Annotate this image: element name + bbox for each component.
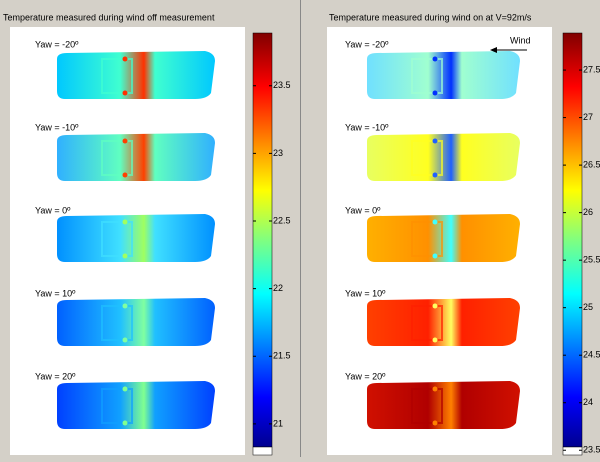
car-spot — [123, 91, 128, 96]
car-thermal-image — [367, 298, 520, 346]
car-spot — [123, 387, 128, 392]
yaw-label: Yaw = 0º — [345, 205, 381, 215]
yaw-label: Yaw = 10º — [35, 288, 76, 298]
colorbar-tick-label: 27 — [583, 112, 593, 122]
car-spot — [433, 173, 438, 178]
colorbar-tick-label: 24 — [583, 397, 593, 407]
annotation: Wind — [510, 35, 531, 45]
yaw-label: Yaw = -10º — [345, 122, 389, 132]
colorbar-tick-label: 22 — [273, 283, 283, 293]
colorbar — [563, 33, 582, 447]
colorbar-end — [563, 447, 582, 455]
colorbar-tick-label: 22.5 — [273, 215, 291, 225]
car-spot — [433, 139, 438, 144]
car-spot — [433, 254, 438, 259]
car-spot — [433, 304, 438, 309]
yaw-label: Yaw = 10º — [345, 288, 386, 298]
car-thermal-image — [57, 51, 215, 99]
car-thermal-image — [367, 381, 520, 429]
car-spot — [123, 57, 128, 62]
yaw-label: Yaw = -20º — [35, 39, 79, 49]
car-spot — [433, 91, 438, 96]
car-spot — [433, 338, 438, 343]
colorbar-tick-label: 27.5 — [583, 64, 600, 74]
colorbar-tick-label: 21.5 — [273, 351, 291, 361]
yaw-label: Yaw = -20º — [345, 39, 389, 49]
figure: Temperature measured during wind off mea… — [0, 0, 600, 457]
car-thermal-image — [367, 214, 520, 262]
panel-title: Temperature measured during wind on at V… — [329, 12, 532, 22]
colorbar-tick-label: 23 — [273, 148, 283, 158]
car-thermal-image — [57, 381, 215, 429]
car-spot — [123, 338, 128, 343]
colorbar-tick-label: 21 — [273, 418, 283, 428]
colorbar-tick-label: 23.5 — [273, 80, 291, 90]
yaw-label: Yaw = 20º — [35, 371, 76, 381]
car-spot — [123, 139, 128, 144]
colorbar-tick-label: 25 — [583, 302, 593, 312]
car-thermal-image — [57, 298, 215, 346]
divider — [300, 0, 301, 457]
yaw-label: Yaw = -10º — [35, 122, 79, 132]
car-spot — [123, 421, 128, 426]
yaw-label: Yaw = 0º — [35, 205, 71, 215]
colorbar-tick-label: 23.5 — [583, 445, 600, 455]
yaw-label: Yaw = 20º — [345, 371, 386, 381]
colorbar-tick-label: 24.5 — [583, 350, 600, 360]
colorbar — [253, 33, 272, 447]
panel-title: Temperature measured during wind off mea… — [3, 12, 215, 22]
car-thermal-image — [367, 51, 520, 99]
car-thermal-image — [57, 214, 215, 262]
colorbar-tick-label: 25.5 — [583, 255, 600, 265]
car-spot — [123, 220, 128, 225]
car-spot — [123, 173, 128, 178]
car-spot — [433, 387, 438, 392]
car-spot — [433, 421, 438, 426]
car-thermal-image — [57, 133, 215, 181]
car-spot — [123, 304, 128, 309]
car-spot — [433, 57, 438, 62]
car-spot — [123, 254, 128, 259]
car-thermal-image — [367, 133, 520, 181]
colorbar-end — [253, 447, 272, 455]
car-spot — [433, 220, 438, 225]
colorbar-tick-label: 26 — [583, 207, 593, 217]
colorbar-tick-label: 26.5 — [583, 159, 600, 169]
